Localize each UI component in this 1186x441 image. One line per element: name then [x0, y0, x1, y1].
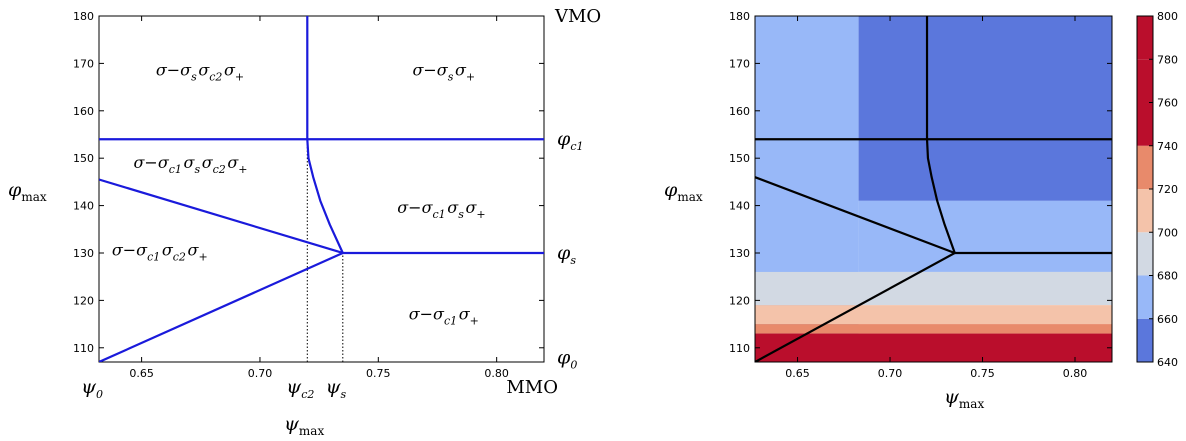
y-tick-label: 130 — [729, 247, 750, 260]
left-bottom-labels: ψ0 ψc2 ψs MMO — [81, 376, 558, 401]
colorbar-segment — [1137, 232, 1153, 276]
boundary-line — [99, 251, 344, 362]
right-y-axis-label: φmax — [664, 179, 703, 204]
phase-diagram-panel: 0.65 0.70 0.75 0.80 110 120 130 140 150 160 170 180… — [8, 6, 601, 438]
svg-text:φmax: φmax — [664, 179, 703, 204]
colorbar-tick-label: 660 — [1157, 313, 1178, 326]
y-tick-label: 160 — [729, 105, 750, 118]
left-ticks: 0.65 0.70 0.75 0.80 110 120 130 140 150 160 170 180 — [73, 10, 544, 380]
left-boundary-lines — [99, 16, 544, 362]
bottom-edge-label: ψs — [326, 376, 348, 401]
left-region-labels: σ−σs σc2 σ+ σ−σs σ+ σ−σc1 σs σc2 σ+ σ−σc… — [112, 61, 487, 328]
boundary-line — [755, 252, 956, 362]
colorbar: 640 660 680 700 720 740 760 780 800 — [1136, 10, 1178, 369]
svg-text:ψmax: ψmax — [944, 386, 984, 411]
colorbar-segment — [1137, 275, 1153, 319]
colorbar-tick-label: 680 — [1157, 270, 1178, 283]
bottom-edge-label: ψc2 — [286, 376, 316, 401]
colorbar-tick-label: 700 — [1157, 226, 1178, 239]
y-tick-label: 140 — [729, 200, 750, 213]
y-tick-label: 110 — [729, 342, 750, 355]
contour-panel: 0.65 0.70 0.75 0.80 110 120 130 140 150 160 170 180… — [664, 10, 1178, 411]
region-label: σ−σc1 σs σc2 σ+ — [134, 153, 250, 176]
boundary-line — [99, 178, 344, 255]
x-tick-label: 0.65 — [785, 367, 810, 380]
colorbar-segment — [1137, 102, 1153, 146]
contour-region — [755, 324, 1112, 334]
bottom-edge-label: ψ0 — [81, 376, 105, 401]
contour-region — [755, 305, 1112, 325]
right-ticks: 0.65 0.70 0.75 0.80 110 120 130 140 150 160 170 180 — [729, 10, 1112, 380]
colorbar-segment — [1137, 59, 1153, 103]
x-tick-label: 0.75 — [366, 367, 391, 380]
y-tick-label: 170 — [729, 57, 750, 70]
left-plot-frame — [98, 15, 545, 363]
svg-text:ψmax: ψmax — [284, 413, 324, 438]
right-boundary-lines — [755, 16, 1112, 362]
colorbar-tick-label: 640 — [1157, 356, 1178, 369]
region-label: σ−σs σc2 σ+ — [156, 61, 246, 84]
right-edge-label: φc1 — [557, 128, 585, 153]
y-tick-label: 180 — [73, 10, 94, 23]
boundary-line — [755, 176, 956, 255]
y-tick-label: 130 — [73, 247, 94, 260]
y-tick-label: 120 — [73, 294, 94, 307]
left-y-axis-label: φmax — [8, 179, 47, 204]
y-tick-label: 150 — [729, 152, 750, 165]
right-edge-label: φ0 — [557, 346, 579, 371]
y-tick-label: 170 — [73, 57, 94, 70]
left-x-axis-label: ψmax — [284, 413, 324, 438]
svg-text:φmax: φmax — [8, 179, 47, 204]
region-label: σ−σc1 σ+ — [409, 305, 481, 328]
region-label: σ−σs σ+ — [412, 61, 476, 84]
region-label: σ−σc1 σc2 σ+ — [112, 241, 209, 264]
colorbar-segment — [1137, 318, 1153, 362]
y-tick-label: 160 — [73, 105, 94, 118]
y-tick-label: 110 — [73, 342, 94, 355]
left-dotted-guides — [306, 139, 344, 362]
x-tick-label: 0.70 — [878, 367, 903, 380]
y-tick-label: 120 — [729, 294, 750, 307]
contour-region — [755, 271, 1112, 306]
y-tick-label: 150 — [73, 152, 94, 165]
right-plot-frame — [754, 15, 1113, 363]
x-tick-label: 0.80 — [1063, 367, 1088, 380]
right-x-axis-label: ψmax — [944, 386, 984, 411]
colorbar-segment — [1137, 145, 1153, 189]
contour-region — [858, 16, 1112, 201]
x-tick-label: 0.70 — [248, 367, 273, 380]
colorbar-segment — [1137, 189, 1153, 233]
y-tick-label: 180 — [729, 10, 750, 23]
colorbar-segment — [1137, 16, 1153, 60]
colorbar-tick-label: 800 — [1157, 10, 1178, 23]
y-tick-label: 140 — [73, 200, 94, 213]
region-label: σ−σc1 σs σ+ — [397, 198, 487, 221]
colorbar-tick-label: 720 — [1157, 183, 1178, 196]
right-edge-label: VMO — [554, 6, 601, 27]
x-tick-label: 0.80 — [484, 367, 509, 380]
x-tick-label: 0.75 — [970, 367, 995, 380]
bottom-edge-label: MMO — [506, 377, 558, 398]
colorbar-tick-label: 780 — [1157, 53, 1178, 66]
left-right-labels: VMO φc1 φs φ0 — [554, 6, 601, 371]
contour-region — [858, 200, 1112, 272]
right-edge-label: φs — [557, 242, 578, 267]
x-tick-label: 0.65 — [129, 367, 154, 380]
colorbar-tick-label: 760 — [1157, 97, 1178, 110]
colorbar-tick-label: 740 — [1157, 140, 1178, 153]
contour-region — [755, 333, 1112, 362]
contour-fills — [755, 16, 1112, 362]
